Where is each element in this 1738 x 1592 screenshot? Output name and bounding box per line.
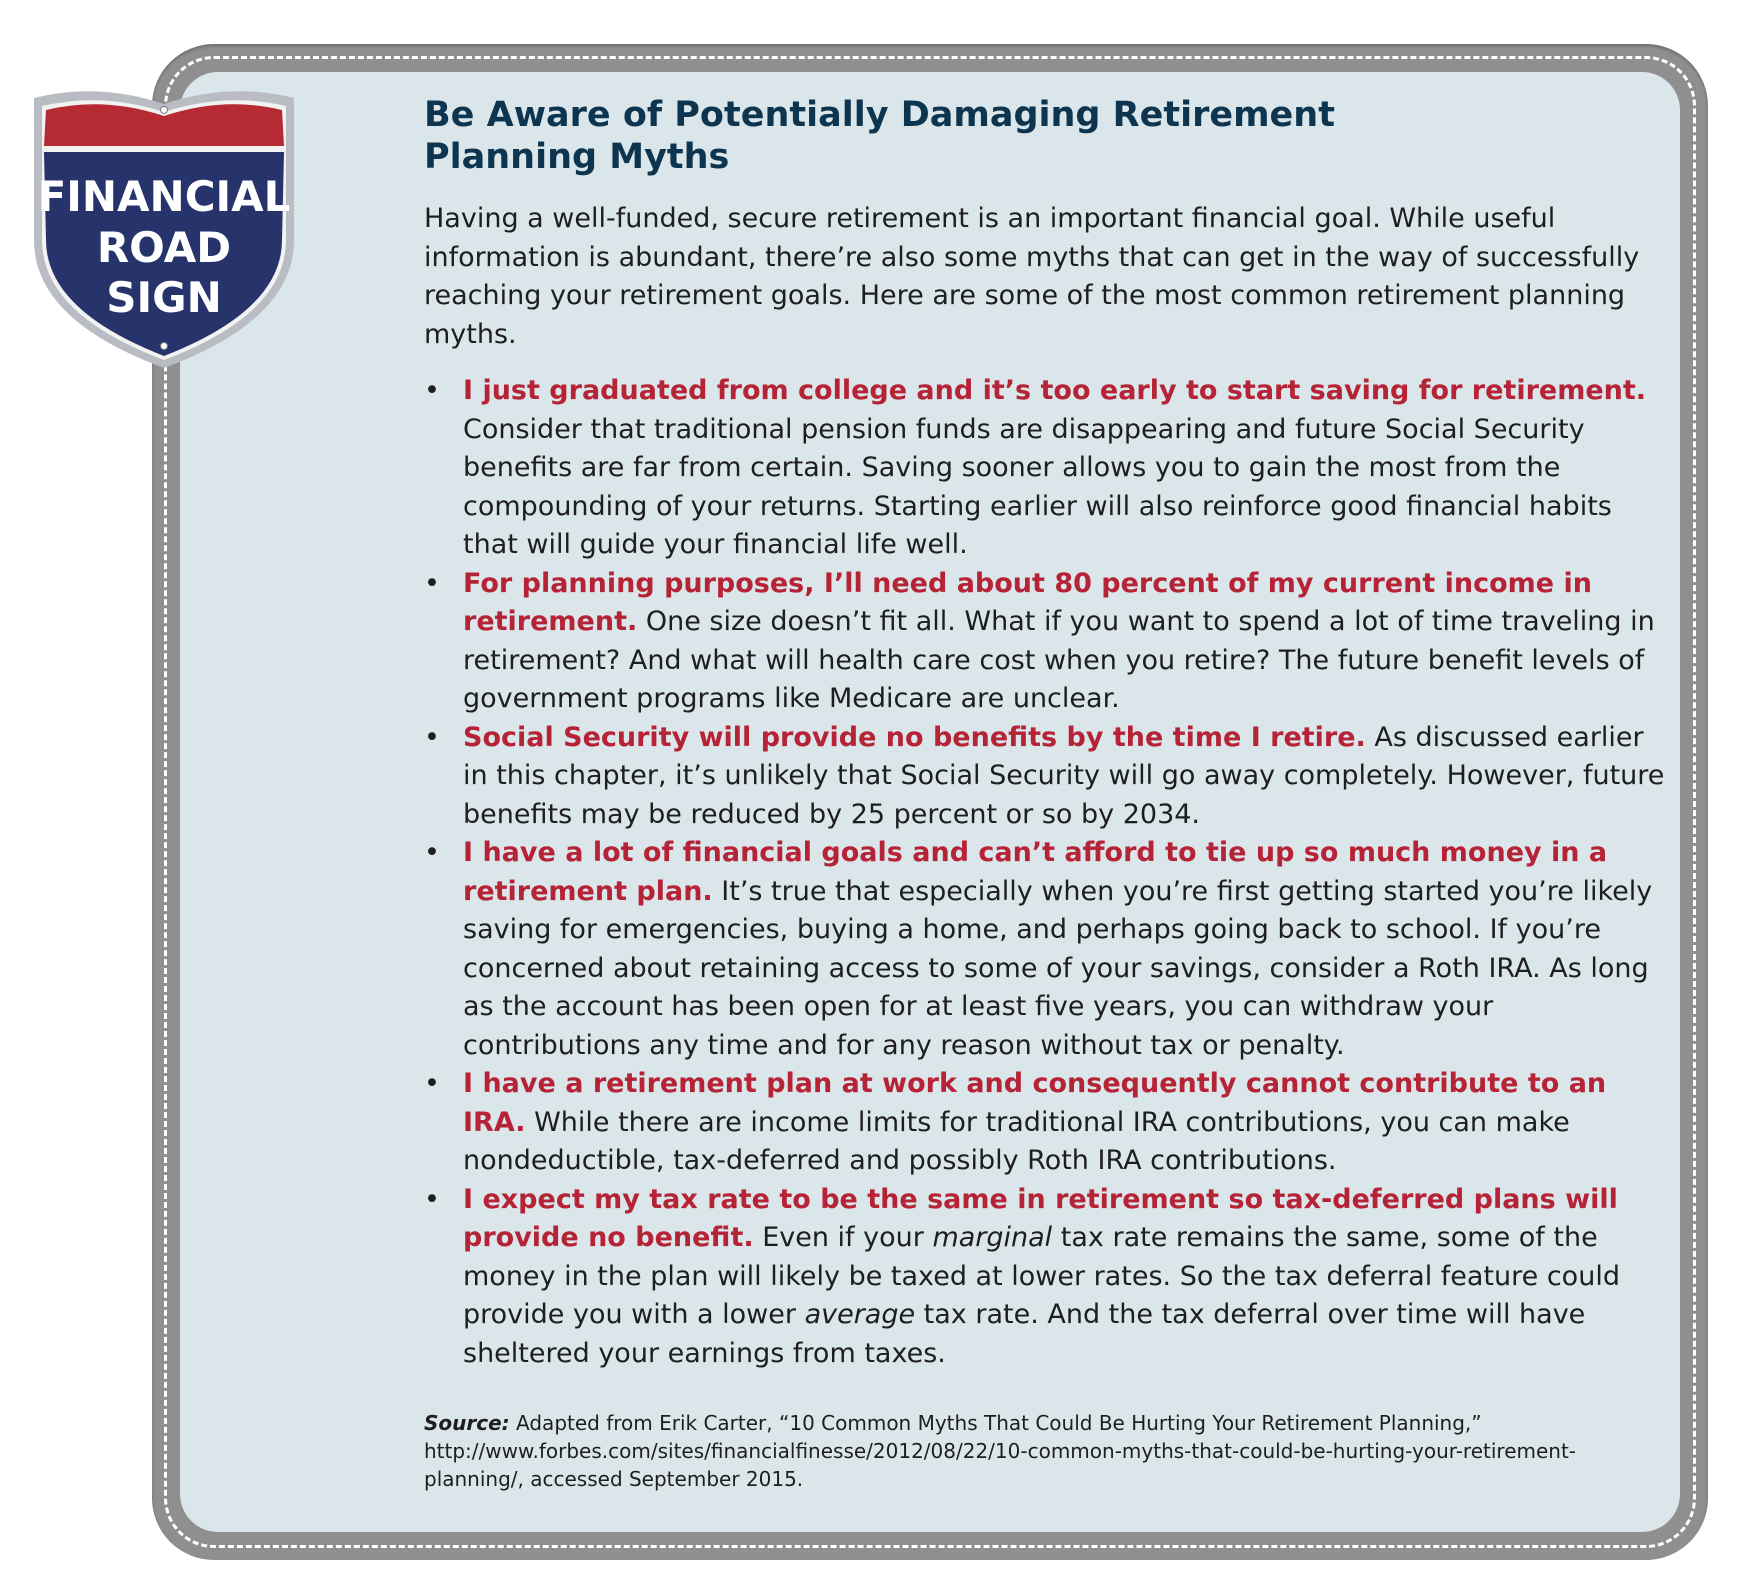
myth-body: It’s true that especially when you’re fi…: [463, 875, 1653, 1061]
myth-title: I expect my tax rate to be the same in r…: [463, 1183, 1618, 1254]
myth-item: • I have a retirement plan at work and c…: [424, 1065, 1668, 1181]
sign-line-2: ROAD: [97, 223, 231, 272]
bullet: •: [424, 721, 440, 753]
sign-line-1: FINANCIAL: [38, 172, 291, 221]
myth-title: Social Security will provide no benefits…: [463, 721, 1366, 753]
myth-item: • I expect my tax rate to be the same in…: [424, 1181, 1668, 1374]
bullet: •: [424, 1183, 440, 1215]
myth-title: I have a retirement plan at work and con…: [463, 1068, 1607, 1138]
myth-body: As discussed earlier in this chapter, it…: [463, 721, 1665, 830]
myth-item: • I have a lot of financial goals and ca…: [424, 834, 1668, 1065]
myth-body-emphasis: average: [804, 1299, 916, 1330]
intro-paragraph: Having a well-funded, secure retirement …: [424, 203, 1640, 350]
myth-title: For planning purposes, I’ll need about 8…: [463, 567, 1592, 638]
source-note: Source: Adapted from Erik Carter, “10 Co…: [424, 1409, 1668, 1493]
bullet: •: [424, 567, 440, 599]
myth-title: I have a lot of financial goals and can’…: [463, 837, 1608, 907]
myth-item: • Social Security will provide no benefi…: [424, 719, 1668, 835]
box-title: Be Aware of Potentially Damaging Retirem…: [424, 95, 1335, 177]
source-text: Adapted from Erik Carter, “10 Common Myt…: [424, 1411, 1577, 1491]
myth-item: • For planning purposes, I’ll need about…: [424, 565, 1668, 719]
sidebar-box-panel: [180, 72, 1680, 1532]
myth-body: tax rate remains the same, some of the m…: [463, 1222, 1620, 1330]
myths-list: • I just graduated from college and it’s…: [424, 372, 1668, 1373]
bullet: •: [424, 1068, 440, 1099]
sign-line-3: SIGN: [106, 273, 222, 322]
myth-body: tax rate. And the tax deferral over time…: [463, 1299, 1586, 1369]
myth-item: • I just graduated from college and it’s…: [424, 372, 1668, 565]
myth-body: Consider that traditional pension funds …: [463, 413, 1612, 561]
bullet: •: [424, 837, 440, 868]
myth-title: I just graduated from college and it’s t…: [463, 375, 1647, 406]
myth-body: Even if your: [762, 1222, 933, 1253]
financial-road-sign-icon: FINANCIAL ROAD SIGN: [34, 91, 294, 369]
sidebar-box-frame: [152, 44, 1708, 1560]
sidebar-content: Be Aware of Potentially Damaging Retirem…: [424, 94, 1668, 1493]
bullet: •: [424, 375, 440, 406]
myth-body: While there are income limits for tradit…: [463, 1106, 1570, 1177]
myth-body: One size doesn’t fit all. What if you wa…: [463, 606, 1655, 714]
myth-body-emphasis: marginal: [932, 1222, 1053, 1253]
source-label: Source:: [424, 1411, 510, 1435]
